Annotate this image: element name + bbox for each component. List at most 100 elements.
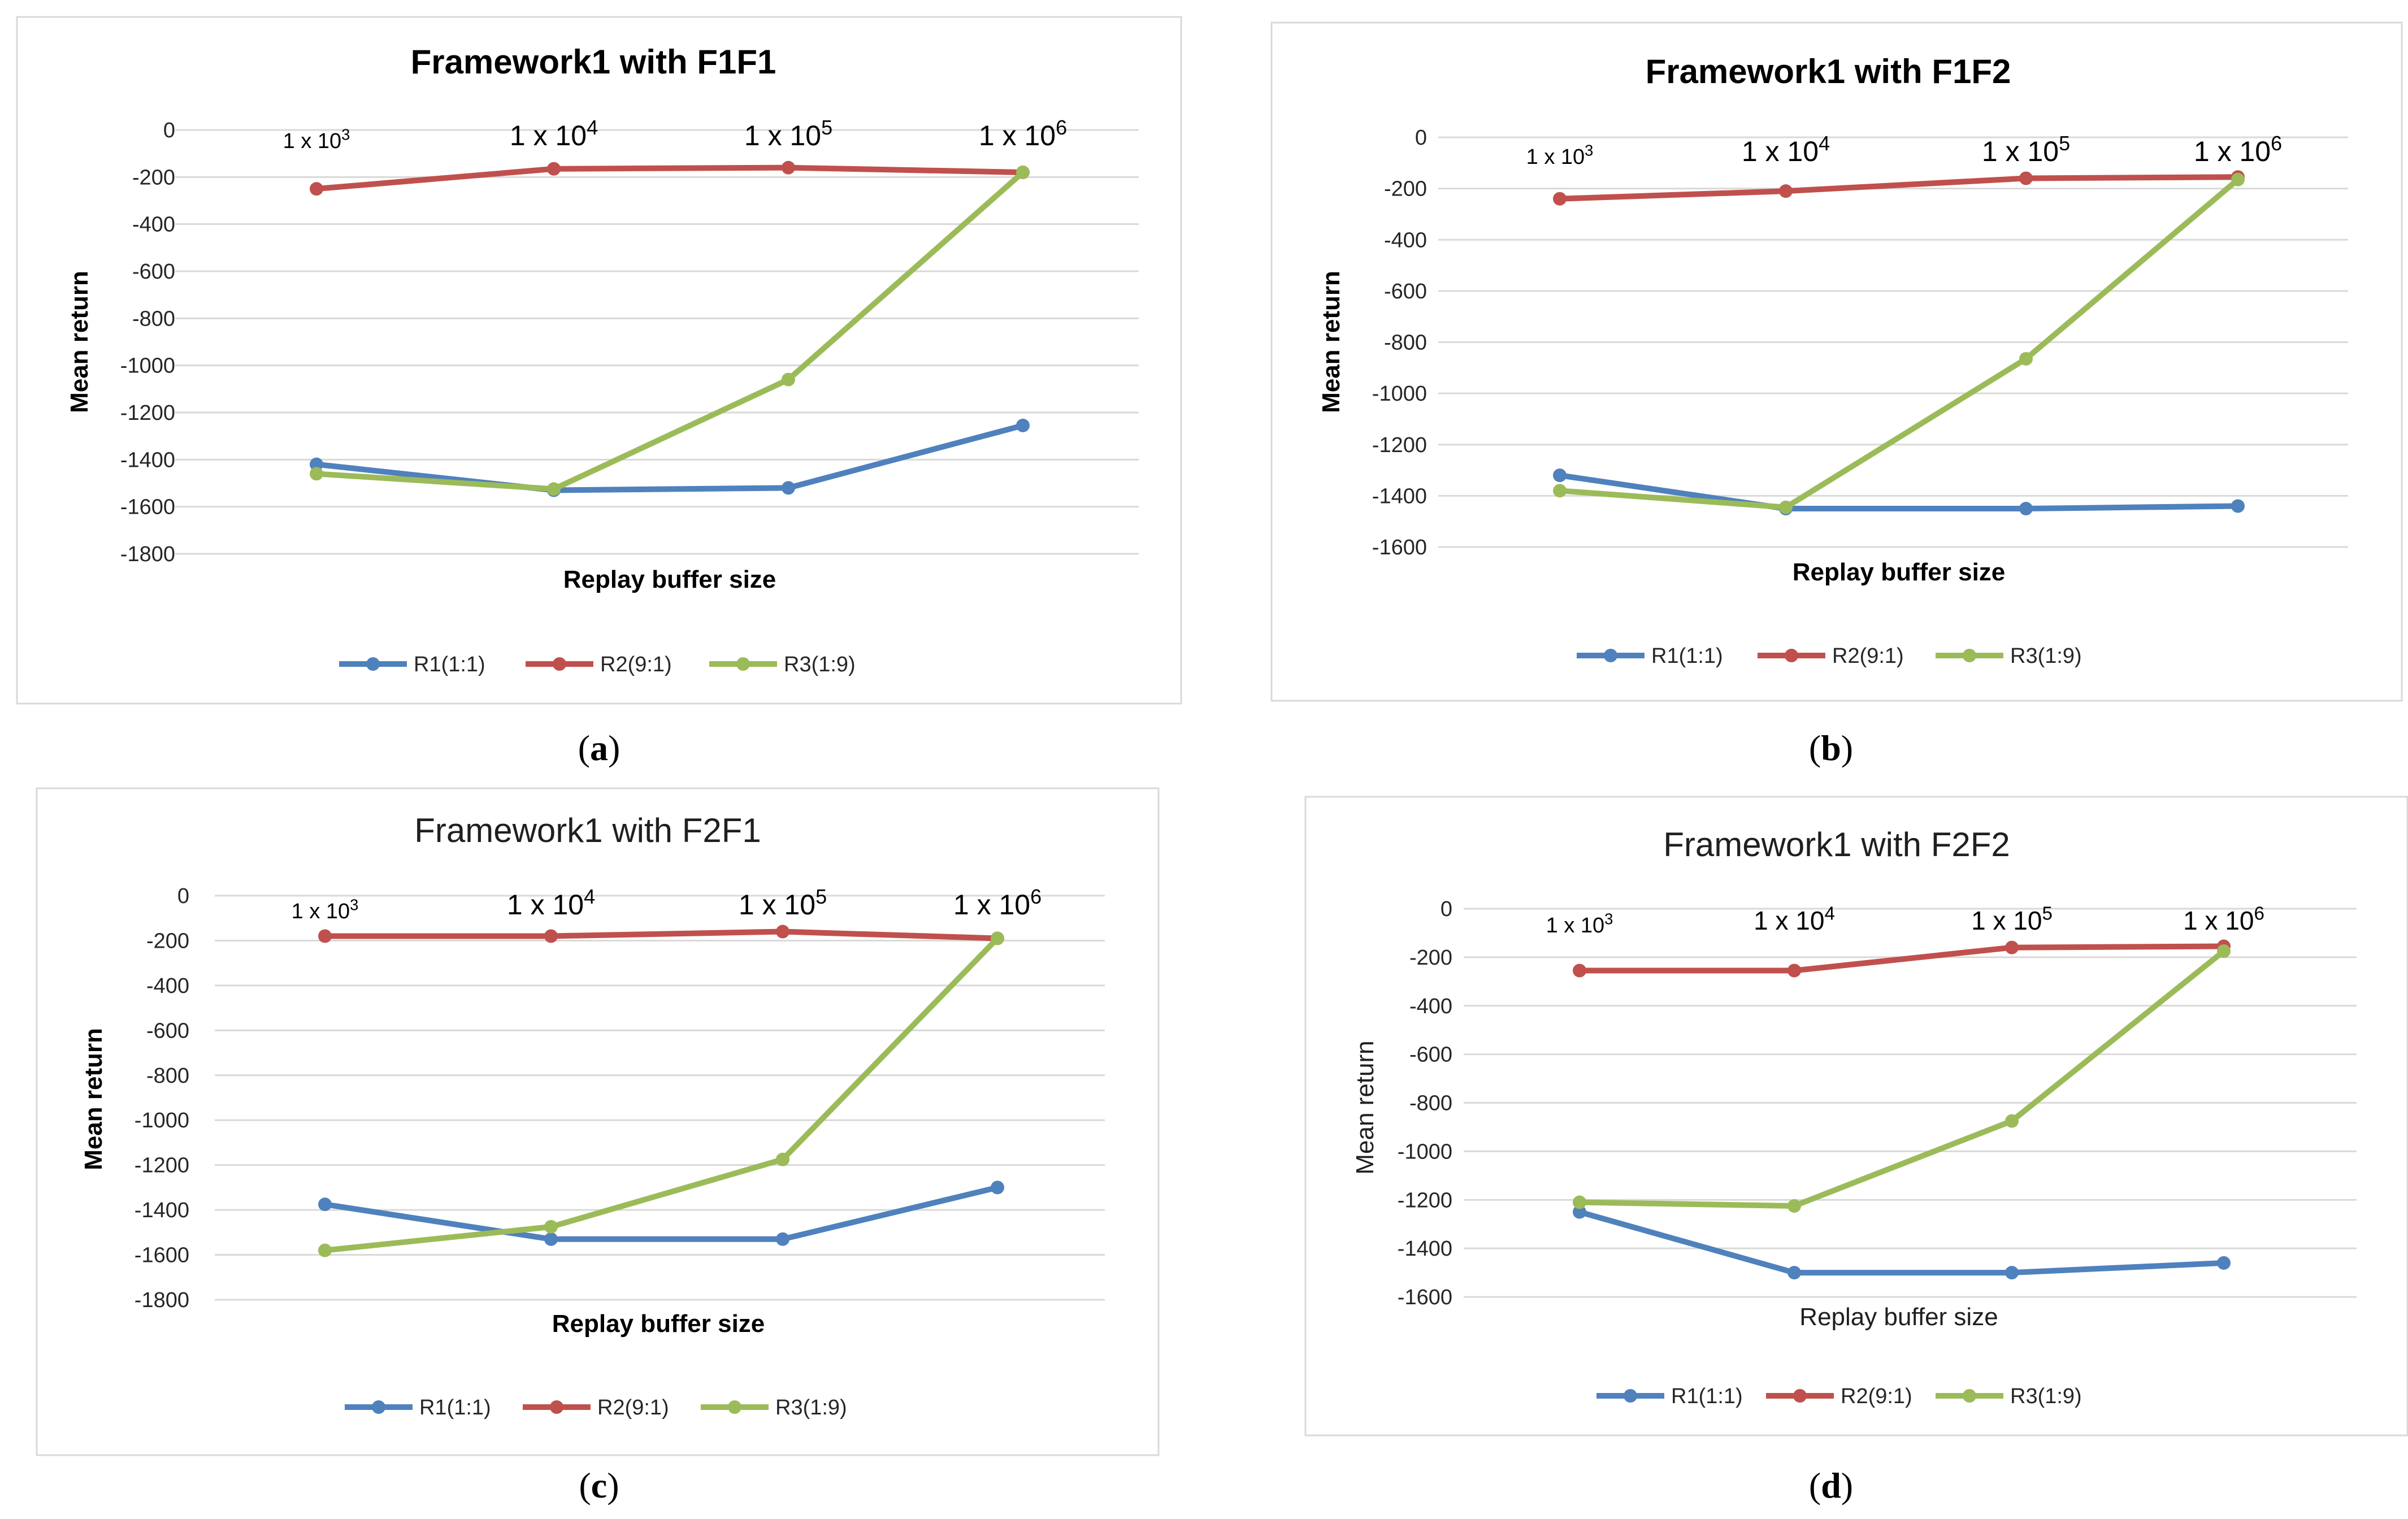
data-point-R1 xyxy=(2231,499,2245,513)
y-tick-label: -1400 xyxy=(134,1199,189,1222)
x-category-label: 1 x 106 xyxy=(953,885,1042,921)
data-point-R3 xyxy=(2231,172,2245,186)
data-point-R3 xyxy=(782,372,795,387)
y-tick-label: -800 xyxy=(1384,331,1427,355)
data-point-R1 xyxy=(782,481,795,495)
panel-label: (a) xyxy=(578,728,621,768)
chart-frame xyxy=(1304,796,2408,1436)
y-tick-label: -400 xyxy=(1384,228,1427,252)
y-tick-label: -600 xyxy=(132,260,175,284)
chart-title: Framework1 with F2F1 xyxy=(414,811,761,849)
y-axis-label: Mean return xyxy=(1351,1040,1379,1174)
data-point-R1 xyxy=(2005,1266,2019,1280)
y-tick-label: -1800 xyxy=(120,542,175,566)
data-point-R1 xyxy=(776,1232,789,1246)
y-axis-label: Mean return xyxy=(66,271,93,413)
data-point-R3 xyxy=(310,467,323,481)
chart-panel-d: Framework1 with F2F2 0 -200 -400 -600 -800 -10… xyxy=(1304,796,2408,1436)
y-tick-label: -800 xyxy=(1409,1092,1452,1116)
series-line-R2 xyxy=(1557,174,2241,202)
y-tick-label: -1000 xyxy=(1372,382,1427,406)
y-tick-label: -1400 xyxy=(1398,1237,1452,1261)
data-point-R2 xyxy=(310,182,323,196)
x-axis-label: Replay buffer size xyxy=(552,1310,765,1338)
x-category-label: 1 x 104 xyxy=(1754,904,1835,935)
panel-label: (b) xyxy=(1809,728,1853,768)
data-point-R2 xyxy=(547,162,561,176)
legend-marker-R2 xyxy=(1785,649,1798,662)
series-line-R3 xyxy=(322,935,1000,1253)
data-point-R1 xyxy=(1553,468,1567,483)
legend-marker-R1 xyxy=(372,1400,385,1414)
legend-label: R1(1:1) xyxy=(1651,644,1723,668)
legend-marker-R3 xyxy=(728,1400,741,1414)
data-point-R1 xyxy=(310,457,323,471)
data-point-R2 xyxy=(2019,171,2033,185)
chart-frame xyxy=(16,16,1182,705)
x-axis-label: Replay buffer size xyxy=(1793,558,2006,586)
data-point-R2 xyxy=(1573,964,1586,978)
data-point-R1 xyxy=(1573,1205,1586,1219)
chart-title: Framework1 with F2F2 xyxy=(1663,826,2010,863)
series-line-R1 xyxy=(1577,1209,2227,1276)
data-point-R1 xyxy=(544,1232,558,1246)
data-point-R2 xyxy=(1779,184,1793,198)
y-tick-label: 0 xyxy=(177,884,189,908)
legend-label: R3(1:9) xyxy=(784,653,856,676)
x-category-label: 1 x 104 xyxy=(1742,132,1830,167)
legend-label: R1(1:1) xyxy=(419,1396,491,1420)
data-point-R3 xyxy=(1779,500,1793,514)
data-point-R2 xyxy=(544,929,558,943)
legend-label: R3(1:9) xyxy=(2010,1385,2082,1408)
data-point-R2 xyxy=(1553,192,1567,206)
legend-marker-R2 xyxy=(553,657,566,671)
y-tick-label: -600 xyxy=(146,1019,189,1043)
y-tick-label: 0 xyxy=(163,119,175,142)
y-tick-label: -1000 xyxy=(1398,1140,1452,1164)
x-category-label: 1 x 103 xyxy=(1546,910,1613,938)
legend-marker-R1 xyxy=(1624,1389,1637,1403)
y-tick-label: -200 xyxy=(1409,946,1452,970)
data-point-R1 xyxy=(2217,1256,2231,1270)
legend-marker-R3 xyxy=(736,657,750,671)
chart-frame xyxy=(1270,21,2403,702)
data-point-R2 xyxy=(2005,940,2019,954)
data-point-R3 xyxy=(1573,1195,1586,1209)
chart-frame xyxy=(36,787,1160,1456)
y-tick-label: -1400 xyxy=(120,448,175,472)
data-point-R3 xyxy=(318,1243,332,1257)
y-tick-label: -1200 xyxy=(134,1154,189,1178)
data-point-R1 xyxy=(991,1181,1004,1195)
x-category-label: 1 x 104 xyxy=(507,885,595,921)
y-tick-label: -200 xyxy=(1384,177,1427,201)
data-point-R3 xyxy=(776,1152,789,1166)
chart-panel-b: Framework1 with F1F2 0 -200 -400 -600 -800 -10… xyxy=(1270,21,2403,702)
x-category-label: 1 x 106 xyxy=(2183,904,2264,935)
series-line-R3 xyxy=(1557,176,2241,510)
legend-marker-R1 xyxy=(366,657,380,671)
x-category-label: 1 x 106 xyxy=(2194,132,2282,167)
chart-panel-a: Framework1 with F1F1 0 -200 -400 -600 -800 -10… xyxy=(16,16,1182,705)
legend-label: R3(1:9) xyxy=(2010,644,2082,668)
series-line-R2 xyxy=(314,164,1026,192)
y-tick-label: -400 xyxy=(146,974,189,998)
series-line-R3 xyxy=(314,170,1026,492)
data-point-R1 xyxy=(318,1197,332,1212)
y-tick-label: -800 xyxy=(146,1064,189,1088)
legend-label: R3(1:9) xyxy=(775,1396,847,1420)
y-tick-label: 0 xyxy=(1441,897,1452,921)
y-tick-label: -600 xyxy=(1409,1043,1452,1067)
y-tick-label: -1400 xyxy=(1372,484,1427,508)
series-line-R1 xyxy=(322,1184,1000,1242)
y-tick-label: -1200 xyxy=(1398,1188,1452,1212)
legend-marker-R1 xyxy=(1604,649,1617,662)
data-point-R2 xyxy=(782,160,795,175)
data-point-R3 xyxy=(991,931,1004,945)
legend-label: R2(9:1) xyxy=(597,1396,669,1420)
y-tick-label: -1200 xyxy=(120,401,175,425)
data-point-R3 xyxy=(1016,166,1030,179)
x-category-label: 1 x 104 xyxy=(510,116,598,151)
legend-label: R2(9:1) xyxy=(1832,644,1904,668)
data-point-R2 xyxy=(1787,964,1801,978)
